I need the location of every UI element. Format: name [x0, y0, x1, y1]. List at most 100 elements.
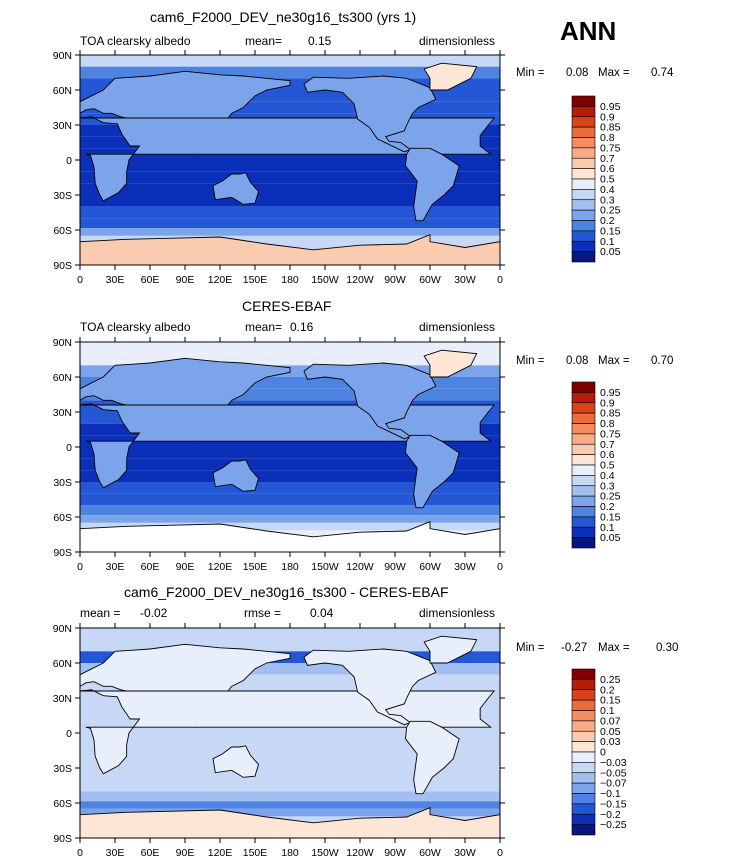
- zonal-band: [80, 515, 500, 523]
- lon-tick-label: 60W: [419, 561, 441, 573]
- continent-outline: [405, 720, 460, 795]
- panel-3-title: cam6_F2000_DEV_ne30g16_ts300 - CERES-EBA…: [124, 584, 449, 600]
- colorbar-label: 0.6: [600, 449, 615, 461]
- colorbar-box: [571, 772, 596, 784]
- colorbar-label: 0.5: [600, 460, 615, 472]
- colorbar-label: 0.9: [600, 397, 615, 409]
- colorbar-label: 0.25: [600, 205, 621, 217]
- colorbar-box: [571, 137, 596, 149]
- panel-2-mean-label: mean=: [245, 320, 283, 334]
- colorbar-label: 0.25: [600, 674, 621, 686]
- panel-2-min-value: 0.08: [566, 355, 589, 367]
- zonal-band: [80, 674, 500, 687]
- lon-tick-label: 60E: [141, 847, 160, 859]
- continent-outline: [212, 745, 260, 778]
- colorbar-label: 0.1: [600, 705, 615, 717]
- colorbar-box: [571, 689, 596, 701]
- colorbar-label: 0.4: [600, 470, 615, 482]
- lat-tick-label: 30N: [53, 693, 72, 705]
- zonal-band: [80, 458, 500, 471]
- colorbar-label: −0.05: [600, 767, 627, 779]
- colorbar-label: 0.3: [600, 194, 615, 206]
- zonal-band: [80, 447, 500, 459]
- panel-1-max-value: 0.74: [651, 67, 674, 79]
- panel-3-units: dimensionless: [419, 606, 496, 620]
- colorbar-label: 0.1: [600, 236, 615, 248]
- lat-tick-label: 90N: [53, 50, 72, 62]
- lon-tick-label: 90E: [176, 847, 195, 859]
- colorbar-label: 0: [600, 747, 606, 759]
- lat-tick-label: 0: [66, 155, 72, 167]
- colorbar-label: −0.03: [600, 757, 627, 769]
- panel-2-max-label: Max =: [598, 355, 630, 367]
- lon-tick-label: 30W: [454, 274, 476, 286]
- panel-3-mean-value: -0.02: [140, 606, 168, 620]
- colorbar-box: [571, 699, 596, 711]
- lon-tick-label: 90W: [384, 274, 406, 286]
- panel-2-title: CERES-EBAF: [242, 298, 332, 314]
- lat-tick-label: 90S: [53, 833, 72, 845]
- zonal-band: [80, 228, 500, 236]
- panel-1-title: cam6_F2000_DEV_ne30g16_ts300 (yrs 1): [150, 9, 417, 25]
- lon-tick-label: 180: [281, 847, 299, 859]
- colorbar-label: 0.4: [600, 184, 615, 196]
- lon-tick-label: 150E: [243, 561, 268, 573]
- colorbar-label: 0.85: [600, 408, 621, 420]
- colorbar-box: [571, 803, 596, 815]
- lon-tick-label: 150W: [311, 561, 339, 573]
- colorbar-label: 0.95: [600, 387, 621, 399]
- lon-tick-label: 0: [497, 847, 503, 859]
- lon-tick-label: 150E: [243, 847, 268, 859]
- colorbar-label: 0.5: [600, 174, 615, 186]
- lon-tick-label: 0: [77, 274, 83, 286]
- colorbar-box: [571, 240, 596, 252]
- lon-tick-label: 120E: [208, 561, 233, 573]
- colorbar-box: [571, 537, 596, 549]
- panel-2-min-label: Min =: [516, 355, 545, 367]
- zonal-band: [80, 791, 500, 802]
- colorbar-box: [571, 464, 596, 476]
- colorbar-label: 0.75: [600, 142, 621, 154]
- panel-1-mean-label: mean=: [245, 34, 283, 48]
- lat-tick-label: 60S: [53, 798, 72, 810]
- panel-3-max-value: 0.30: [656, 642, 679, 654]
- zonal-band: [80, 470, 500, 482]
- colorbar-label: 0.2: [600, 684, 615, 696]
- continent-outline: [79, 403, 496, 489]
- zonal-band: [80, 377, 500, 389]
- lon-tick-label: 60E: [141, 274, 160, 286]
- colorbar-label: 0.2: [600, 215, 615, 227]
- colorbar-label: 0.75: [600, 428, 621, 440]
- panel-2-max-value: 0.70: [651, 355, 674, 367]
- lon-tick-label: 150E: [243, 274, 268, 286]
- zonal-band: [80, 55, 500, 67]
- panel-3-mean-label: mean =: [80, 606, 121, 620]
- zonal-band: [80, 493, 500, 506]
- colorbar-label: 0.7: [600, 439, 615, 451]
- zonal-band: [80, 388, 500, 401]
- continent-outline: [212, 459, 260, 492]
- zonal-band: [80, 342, 500, 354]
- lon-tick-label: 0: [497, 561, 503, 573]
- lon-tick-label: 90W: [384, 847, 406, 859]
- colorbar-box: [571, 392, 596, 404]
- panel-1-units: dimensionless: [419, 34, 496, 48]
- colorbar-box: [571, 516, 596, 528]
- lat-tick-label: 30S: [53, 477, 72, 489]
- colorbar-box: [571, 668, 596, 680]
- colorbar-label: −0.2: [600, 809, 621, 821]
- lon-tick-label: 30E: [106, 274, 125, 286]
- continent-outline: [303, 75, 437, 153]
- colorbar-box: [571, 475, 596, 487]
- colorbar-label: 0.25: [600, 491, 621, 503]
- colorbar-box: [571, 116, 596, 128]
- lon-tick-label: 30E: [106, 847, 125, 859]
- continent-outline: [212, 172, 260, 205]
- colorbar-label: 0.1: [600, 522, 615, 534]
- colorbar-box: [571, 157, 596, 169]
- zonal-band: [80, 628, 500, 640]
- colorbar-box: [571, 199, 596, 211]
- zonal-band: [80, 768, 500, 780]
- colorbar-box: [571, 106, 596, 118]
